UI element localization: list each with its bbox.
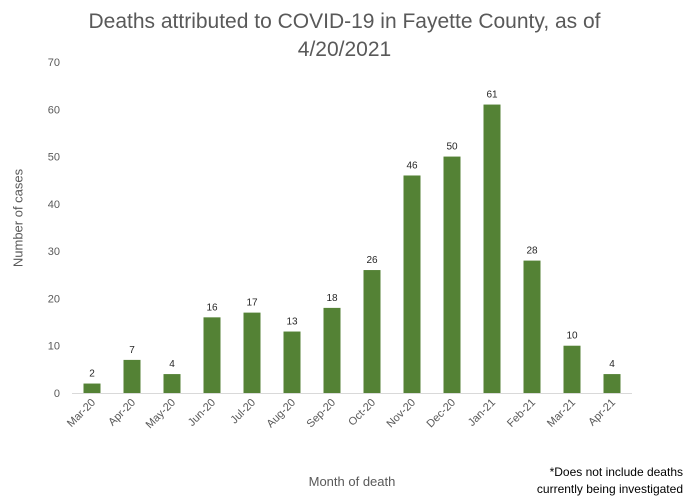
data-label: 18 (326, 293, 338, 304)
footnote: *Does not include deaths currently being… (537, 464, 683, 498)
bar (243, 312, 261, 393)
y-tick-label: 0 (54, 388, 60, 400)
data-label: 7 (129, 345, 135, 356)
x-tick-label: Mar-21 (545, 397, 578, 430)
data-label: 13 (286, 317, 298, 328)
y-tick-label: 20 (48, 293, 60, 305)
x-tick-label: Aug-20 (265, 397, 299, 431)
bar (83, 383, 101, 393)
data-label: 46 (406, 160, 418, 171)
data-label: 4 (609, 359, 615, 370)
y-tick-label: 10 (48, 341, 60, 353)
data-label: 28 (526, 246, 538, 257)
footnote-line-2: currently being investigated (536, 482, 683, 496)
bar (603, 374, 621, 393)
bar (363, 270, 381, 393)
y-tick-label: 70 (48, 57, 60, 69)
chart-title: Deaths attributed to COVID-19 in Fayette… (0, 8, 689, 64)
chart-title-line-2: 4/20/2021 (297, 38, 392, 61)
y-tick-label: 60 (48, 104, 60, 116)
x-tick-label: Nov-20 (385, 397, 419, 431)
x-tick-label: Apr-21 (586, 397, 618, 429)
x-tick-label: Mar-20 (65, 397, 98, 430)
x-tick-label: May-20 (144, 397, 178, 431)
x-axis-label: Month of death (308, 474, 396, 489)
bar (123, 359, 141, 393)
x-tick-label: Feb-21 (505, 397, 538, 430)
data-label: 26 (366, 255, 378, 266)
x-tick-label: Apr-20 (106, 397, 138, 429)
x-tick-label: Dec-20 (425, 397, 459, 431)
bar (323, 307, 341, 393)
bar (283, 331, 301, 393)
footnote-line-1: *Does not include deaths (549, 465, 683, 479)
data-label: 10 (566, 331, 578, 342)
bar (523, 260, 541, 393)
data-label: 16 (206, 302, 218, 313)
data-label: 17 (246, 298, 258, 309)
x-tick-label: Jun-20 (186, 397, 218, 429)
y-tick-label: 50 (48, 152, 60, 164)
data-label: 61 (486, 90, 498, 101)
y-tick-label: 30 (48, 246, 60, 258)
bar (443, 156, 461, 393)
bar (483, 104, 501, 394)
x-tick-label: Jan-21 (466, 397, 498, 429)
chart-title-line-1: Deaths attributed to COVID-19 in Fayette… (88, 10, 601, 33)
x-tick-label: Sep-20 (305, 397, 339, 431)
data-label: 50 (446, 142, 458, 153)
bar (563, 345, 581, 393)
data-label: 2 (89, 369, 95, 380)
bar (203, 317, 221, 393)
x-tick-label: Jul-20 (228, 397, 258, 427)
y-tick-label: 40 (48, 199, 60, 211)
bar (163, 374, 181, 393)
bar (403, 175, 421, 393)
data-label: 4 (169, 359, 175, 370)
x-tick-label: Oct-20 (346, 397, 378, 429)
